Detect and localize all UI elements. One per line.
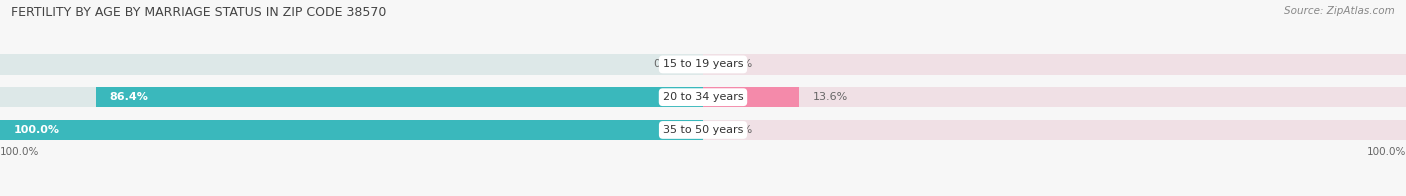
Bar bbox=[703, 87, 799, 107]
Bar bbox=[96, 87, 703, 107]
Text: FERTILITY BY AGE BY MARRIAGE STATUS IN ZIP CODE 38570: FERTILITY BY AGE BY MARRIAGE STATUS IN Z… bbox=[11, 6, 387, 19]
Text: 0.0%: 0.0% bbox=[724, 59, 752, 69]
Text: 100.0%: 100.0% bbox=[1367, 147, 1406, 157]
Text: 20 to 34 years: 20 to 34 years bbox=[662, 92, 744, 102]
Text: 0.0%: 0.0% bbox=[724, 125, 752, 135]
Text: 13.6%: 13.6% bbox=[813, 92, 848, 102]
Text: 100.0%: 100.0% bbox=[14, 125, 60, 135]
Bar bbox=[703, 54, 1406, 74]
Bar bbox=[703, 87, 1406, 107]
Bar bbox=[0, 87, 703, 107]
Bar bbox=[0, 120, 703, 140]
Text: 100.0%: 100.0% bbox=[0, 147, 39, 157]
Text: 86.4%: 86.4% bbox=[110, 92, 149, 102]
Bar bbox=[0, 54, 703, 74]
Text: 0.0%: 0.0% bbox=[654, 59, 682, 69]
Text: Source: ZipAtlas.com: Source: ZipAtlas.com bbox=[1284, 6, 1395, 16]
Text: 35 to 50 years: 35 to 50 years bbox=[662, 125, 744, 135]
Bar bbox=[0, 120, 703, 140]
Bar bbox=[703, 120, 1406, 140]
Text: 15 to 19 years: 15 to 19 years bbox=[662, 59, 744, 69]
